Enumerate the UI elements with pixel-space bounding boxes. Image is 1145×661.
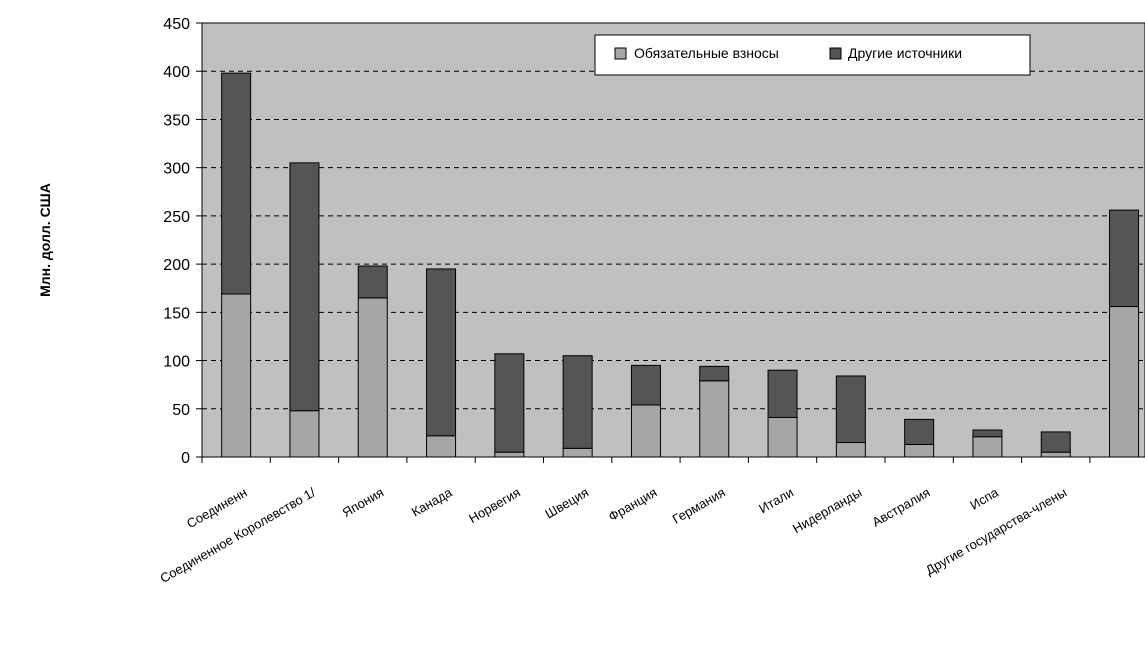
bar-mandatory — [699, 380, 730, 458]
x-tick-label: Канада — [409, 484, 455, 519]
y-axis: 0 50 100 150 200 250 300 350 400 450 — [163, 16, 203, 467]
bar-mandatory — [562, 447, 593, 458]
x-tick-label: Испа — [967, 484, 1001, 512]
bar-other — [357, 265, 388, 299]
bar-other — [835, 375, 866, 444]
y-tick-label: 300 — [163, 161, 190, 178]
bar-other — [221, 72, 252, 295]
y-tick-label: 50 — [172, 402, 190, 419]
bar-mandatory — [494, 451, 525, 458]
y-tick-label: 0 — [181, 450, 190, 467]
legend-box — [594, 34, 1031, 76]
bar-mandatory — [426, 435, 457, 458]
x-tick-label: Норвегия — [466, 485, 523, 526]
y-tick-label: 250 — [163, 209, 190, 226]
legend-label-other: Другие источники — [848, 45, 962, 61]
legend-swatch-other — [829, 47, 842, 60]
y-tick-label: 350 — [163, 112, 190, 129]
bar-other — [699, 365, 730, 382]
legend: Обязательные взносы Другие источники — [594, 34, 1031, 76]
bar-other — [904, 418, 935, 445]
legend-label-mandatory: Обязательные взносы — [634, 45, 779, 61]
x-tick-label: Швеция — [542, 485, 591, 522]
y-tick-label: 450 — [163, 16, 190, 33]
x-tick-label: Нидерланды — [790, 485, 864, 537]
bar-other — [1040, 431, 1071, 453]
bar-mandatory — [357, 297, 388, 458]
bar-mandatory — [289, 410, 320, 458]
x-tick-label: Германия — [670, 485, 728, 527]
bar-other — [494, 353, 525, 453]
x-tick-label: Австралия — [870, 485, 933, 530]
bar-mandatory — [904, 443, 935, 458]
bar-mandatory — [1040, 451, 1071, 458]
bar-mandatory — [221, 293, 252, 458]
bar-other — [630, 364, 661, 406]
plot-area — [201, 22, 1145, 458]
x-tick-label: Соединенн — [184, 485, 250, 532]
y-tick-label: 400 — [163, 64, 190, 81]
bar-other — [562, 355, 593, 449]
bar-mandatory — [630, 404, 661, 458]
x-tick-label: Япония — [340, 485, 387, 521]
bar-mandatory — [1109, 306, 1140, 458]
bar-mandatory — [767, 416, 798, 458]
x-tick-label: Итали — [756, 485, 796, 517]
y-tick-label: 150 — [163, 305, 190, 322]
bar-mandatory — [972, 436, 1003, 458]
bar-other — [426, 268, 457, 437]
bar-mandatory — [835, 442, 866, 458]
bars — [221, 72, 1140, 458]
bar-other — [972, 429, 1003, 438]
y-tick-label: 200 — [163, 257, 190, 274]
bar-other — [289, 162, 320, 412]
legend-swatch-mandatory — [614, 47, 627, 60]
bar-other — [1109, 209, 1140, 308]
y-axis-label: Млн. долл. США — [37, 183, 53, 297]
y-tick-label: 100 — [163, 354, 190, 371]
bar-other — [767, 369, 798, 418]
x-tick-label: Франция — [606, 485, 660, 525]
